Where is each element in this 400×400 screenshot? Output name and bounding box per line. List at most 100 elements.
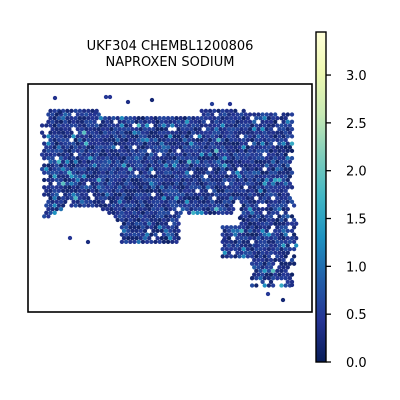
spot-marker bbox=[229, 167, 233, 171]
spot-marker bbox=[174, 211, 178, 215]
spot-marker bbox=[126, 163, 130, 167]
spot-marker bbox=[55, 185, 59, 189]
spot-marker bbox=[130, 236, 134, 240]
spot-marker bbox=[210, 207, 214, 211]
spot-marker bbox=[183, 196, 187, 200]
spot-marker bbox=[263, 269, 267, 273]
spot-marker bbox=[187, 116, 191, 120]
spot-marker bbox=[149, 167, 153, 171]
spot-marker bbox=[250, 123, 254, 127]
spot-marker bbox=[252, 141, 256, 145]
spot-marker bbox=[82, 138, 86, 142]
spot-marker bbox=[67, 178, 71, 182]
spot-marker bbox=[218, 149, 222, 153]
spot-marker bbox=[189, 163, 193, 167]
spot-marker bbox=[153, 225, 157, 229]
spot-marker bbox=[225, 203, 229, 207]
spot-marker bbox=[107, 116, 111, 120]
spot-marker bbox=[162, 196, 166, 200]
spot-marker bbox=[193, 178, 197, 182]
spot-marker bbox=[132, 182, 136, 186]
spot-marker bbox=[229, 196, 233, 200]
spot-marker bbox=[248, 112, 252, 116]
spot-marker bbox=[227, 243, 231, 247]
spot-marker bbox=[128, 167, 132, 171]
spot-marker bbox=[158, 160, 162, 164]
spot-marker bbox=[191, 138, 195, 142]
spot-marker bbox=[126, 200, 130, 204]
spot-marker bbox=[160, 229, 164, 233]
spot-marker bbox=[181, 171, 185, 175]
spot-marker bbox=[151, 185, 155, 189]
spot-marker bbox=[179, 123, 183, 127]
spot-marker bbox=[42, 214, 46, 218]
spot-marker bbox=[143, 185, 147, 189]
spot-marker bbox=[275, 254, 279, 258]
spot-marker bbox=[111, 174, 115, 178]
spot-marker bbox=[170, 182, 174, 186]
spot-marker bbox=[267, 276, 271, 280]
spot-marker bbox=[118, 185, 122, 189]
spot-marker bbox=[58, 110, 62, 114]
spot-marker bbox=[204, 167, 208, 171]
spot-marker bbox=[164, 171, 168, 175]
spot-marker bbox=[242, 247, 246, 251]
spot-marker bbox=[172, 120, 176, 124]
spot-marker bbox=[113, 185, 117, 189]
spot-marker bbox=[202, 207, 206, 211]
spot-marker bbox=[263, 116, 267, 120]
spot-marker bbox=[229, 240, 233, 244]
spot-marker bbox=[263, 218, 267, 222]
spot-marker bbox=[275, 247, 279, 251]
spot-marker bbox=[267, 218, 271, 222]
spot-marker bbox=[130, 163, 134, 167]
spot-marker bbox=[57, 182, 61, 186]
spot-marker bbox=[105, 134, 109, 138]
spot-marker bbox=[195, 211, 199, 215]
spot-marker bbox=[239, 222, 243, 226]
spot-marker bbox=[233, 247, 237, 251]
spot-marker bbox=[76, 178, 80, 182]
spot-marker bbox=[143, 171, 147, 175]
spot-marker bbox=[191, 211, 195, 215]
spot-marker bbox=[284, 116, 288, 120]
spot-marker bbox=[246, 211, 250, 215]
spot-marker bbox=[216, 174, 220, 178]
spot-marker bbox=[130, 134, 134, 138]
spot-marker bbox=[277, 156, 281, 160]
spot-marker bbox=[235, 149, 239, 153]
spot-marker bbox=[228, 102, 232, 106]
spot-marker bbox=[101, 120, 105, 124]
spot-marker bbox=[84, 134, 88, 138]
spot-marker bbox=[99, 167, 103, 171]
spot-marker bbox=[63, 200, 67, 204]
spot-marker bbox=[286, 272, 290, 276]
spot-marker bbox=[176, 127, 180, 131]
spot-marker bbox=[50, 127, 54, 131]
spot-marker bbox=[277, 141, 281, 145]
spot-marker bbox=[284, 247, 288, 251]
spot-marker bbox=[158, 174, 162, 178]
spot-marker bbox=[200, 109, 204, 113]
spot-marker bbox=[86, 203, 90, 207]
spot-marker bbox=[256, 149, 260, 153]
spot-marker bbox=[109, 185, 113, 189]
spot-marker bbox=[210, 112, 214, 116]
spot-marker bbox=[254, 123, 258, 127]
spot-marker bbox=[204, 145, 208, 149]
spot-marker bbox=[95, 196, 99, 200]
spot-marker bbox=[103, 123, 107, 127]
spot-marker bbox=[61, 116, 65, 120]
spot-marker bbox=[229, 152, 233, 156]
spot-marker bbox=[200, 138, 204, 142]
spot-marker bbox=[237, 145, 241, 149]
spot-marker bbox=[256, 214, 260, 218]
spot-marker bbox=[172, 134, 176, 138]
spot-marker bbox=[57, 131, 61, 135]
spot-marker bbox=[147, 134, 151, 138]
spot-marker bbox=[284, 262, 288, 266]
spot-marker bbox=[57, 152, 61, 156]
spot-marker bbox=[179, 203, 183, 207]
spot-marker bbox=[149, 138, 153, 142]
spot-marker bbox=[120, 138, 124, 142]
